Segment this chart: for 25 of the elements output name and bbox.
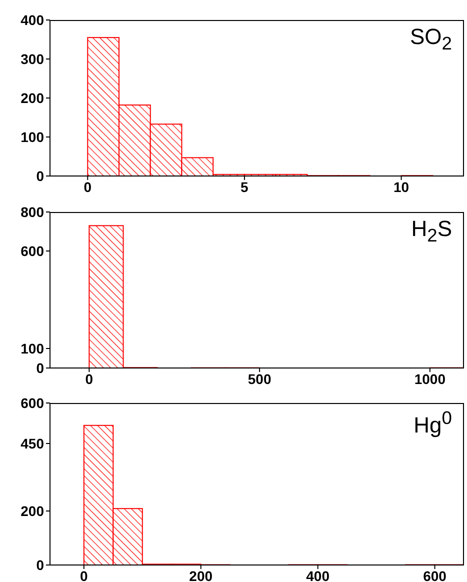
y-tick-label: 450 bbox=[20, 435, 44, 452]
chart-title: Hg$^{0}$ bbox=[414, 407, 452, 438]
y-tick-label: 0 bbox=[36, 168, 44, 184]
y-tick-label: 800 bbox=[20, 204, 44, 220]
chart-title: SO$_{2}$ bbox=[410, 24, 452, 54]
y-tick-label: 600 bbox=[20, 394, 44, 411]
x-tick-label: 500 bbox=[248, 370, 272, 387]
x-tick-label: 600 bbox=[423, 568, 447, 582]
y-tick-label: 200 bbox=[20, 502, 44, 519]
x-tick-label: 0 bbox=[80, 568, 88, 582]
x-tick-label: 400 bbox=[306, 568, 330, 582]
x-tick-label: 0 bbox=[85, 370, 94, 387]
x-tick-label: 1000 bbox=[414, 370, 446, 387]
x-tick-label: 5 bbox=[240, 178, 249, 195]
x-tick-label: 10 bbox=[393, 178, 410, 195]
y-tick-label: 400 bbox=[20, 12, 44, 28]
y-tick-label: 0 bbox=[36, 360, 44, 376]
x-tick-label: 200 bbox=[189, 568, 213, 582]
y-tick-label: 600 bbox=[20, 242, 44, 259]
y-tick-label: 300 bbox=[20, 50, 44, 67]
y-tick-label: 200 bbox=[20, 90, 44, 106]
chart-title: H$_{2}$S bbox=[411, 216, 452, 246]
x-tick-label: 0 bbox=[84, 178, 92, 195]
y-tick-label: 100 bbox=[20, 340, 44, 356]
y-tick-label: 100 bbox=[20, 128, 44, 145]
